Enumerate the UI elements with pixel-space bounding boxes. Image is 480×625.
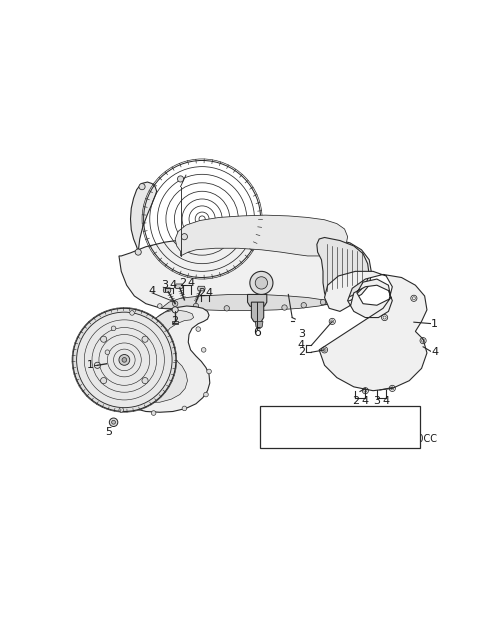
Text: 5: 5	[106, 426, 112, 436]
Circle shape	[101, 378, 107, 384]
Circle shape	[320, 299, 326, 305]
Circle shape	[157, 304, 162, 308]
Text: 4: 4	[431, 348, 438, 358]
Circle shape	[207, 369, 211, 374]
Circle shape	[178, 176, 184, 182]
Circle shape	[193, 303, 199, 309]
Text: 1: 1	[431, 319, 438, 329]
Circle shape	[201, 348, 206, 352]
Polygon shape	[252, 302, 264, 323]
Circle shape	[172, 307, 178, 313]
Polygon shape	[317, 238, 369, 302]
Text: 2: 2	[171, 316, 179, 326]
Circle shape	[196, 327, 201, 331]
Text: 4: 4	[361, 396, 368, 406]
Circle shape	[109, 418, 118, 426]
Text: 2: 2	[298, 348, 305, 358]
Circle shape	[119, 354, 130, 365]
Circle shape	[122, 357, 127, 362]
FancyBboxPatch shape	[260, 406, 420, 449]
Circle shape	[204, 392, 208, 397]
Text: 3: 3	[373, 396, 380, 406]
Text: 4: 4	[298, 340, 305, 350]
Text: 4: 4	[169, 280, 177, 290]
Polygon shape	[172, 321, 178, 324]
Circle shape	[94, 362, 100, 368]
Circle shape	[111, 326, 116, 331]
Polygon shape	[175, 284, 183, 289]
Circle shape	[282, 305, 287, 310]
Polygon shape	[319, 271, 427, 391]
Text: 2: 2	[352, 396, 359, 406]
Circle shape	[142, 336, 148, 342]
Polygon shape	[255, 321, 263, 329]
Text: 2: 2	[180, 278, 186, 288]
Circle shape	[119, 408, 123, 412]
Polygon shape	[161, 294, 335, 311]
Circle shape	[105, 350, 110, 354]
Circle shape	[112, 421, 116, 424]
Circle shape	[301, 302, 306, 308]
Circle shape	[250, 271, 273, 294]
Circle shape	[101, 336, 107, 342]
Text: 1: 1	[87, 360, 94, 370]
Circle shape	[77, 312, 172, 408]
Text: 3: 3	[162, 280, 168, 290]
Text: THE NO. 1,2,3 : FOR 2400CC: THE NO. 1,2,3 : FOR 2400CC	[266, 422, 405, 432]
Circle shape	[182, 406, 187, 411]
Polygon shape	[131, 182, 156, 252]
Polygon shape	[197, 286, 205, 291]
Text: NOTE: NOTE	[266, 408, 295, 418]
Text: 3: 3	[298, 329, 305, 339]
Circle shape	[181, 234, 188, 240]
Circle shape	[139, 184, 145, 190]
Polygon shape	[175, 215, 348, 256]
Text: 4: 4	[205, 288, 213, 298]
Text: 2: 2	[198, 288, 205, 298]
Polygon shape	[163, 288, 171, 292]
Circle shape	[172, 301, 178, 306]
Circle shape	[224, 306, 229, 311]
Text: 4: 4	[187, 278, 194, 288]
Text: 6: 6	[253, 326, 261, 339]
Polygon shape	[248, 294, 267, 308]
Text: 4: 4	[383, 396, 390, 406]
Text: 4: 4	[148, 286, 156, 296]
Polygon shape	[119, 235, 372, 310]
Text: THE NO. 3,4 : FOR 2500CC,2700CC: THE NO. 3,4 : FOR 2500CC,2700CC	[266, 434, 437, 444]
Circle shape	[151, 411, 156, 416]
Polygon shape	[106, 306, 210, 412]
Circle shape	[135, 249, 141, 255]
Circle shape	[255, 277, 267, 289]
Circle shape	[130, 311, 134, 315]
Polygon shape	[114, 310, 193, 402]
Circle shape	[142, 378, 148, 384]
Circle shape	[73, 308, 176, 411]
